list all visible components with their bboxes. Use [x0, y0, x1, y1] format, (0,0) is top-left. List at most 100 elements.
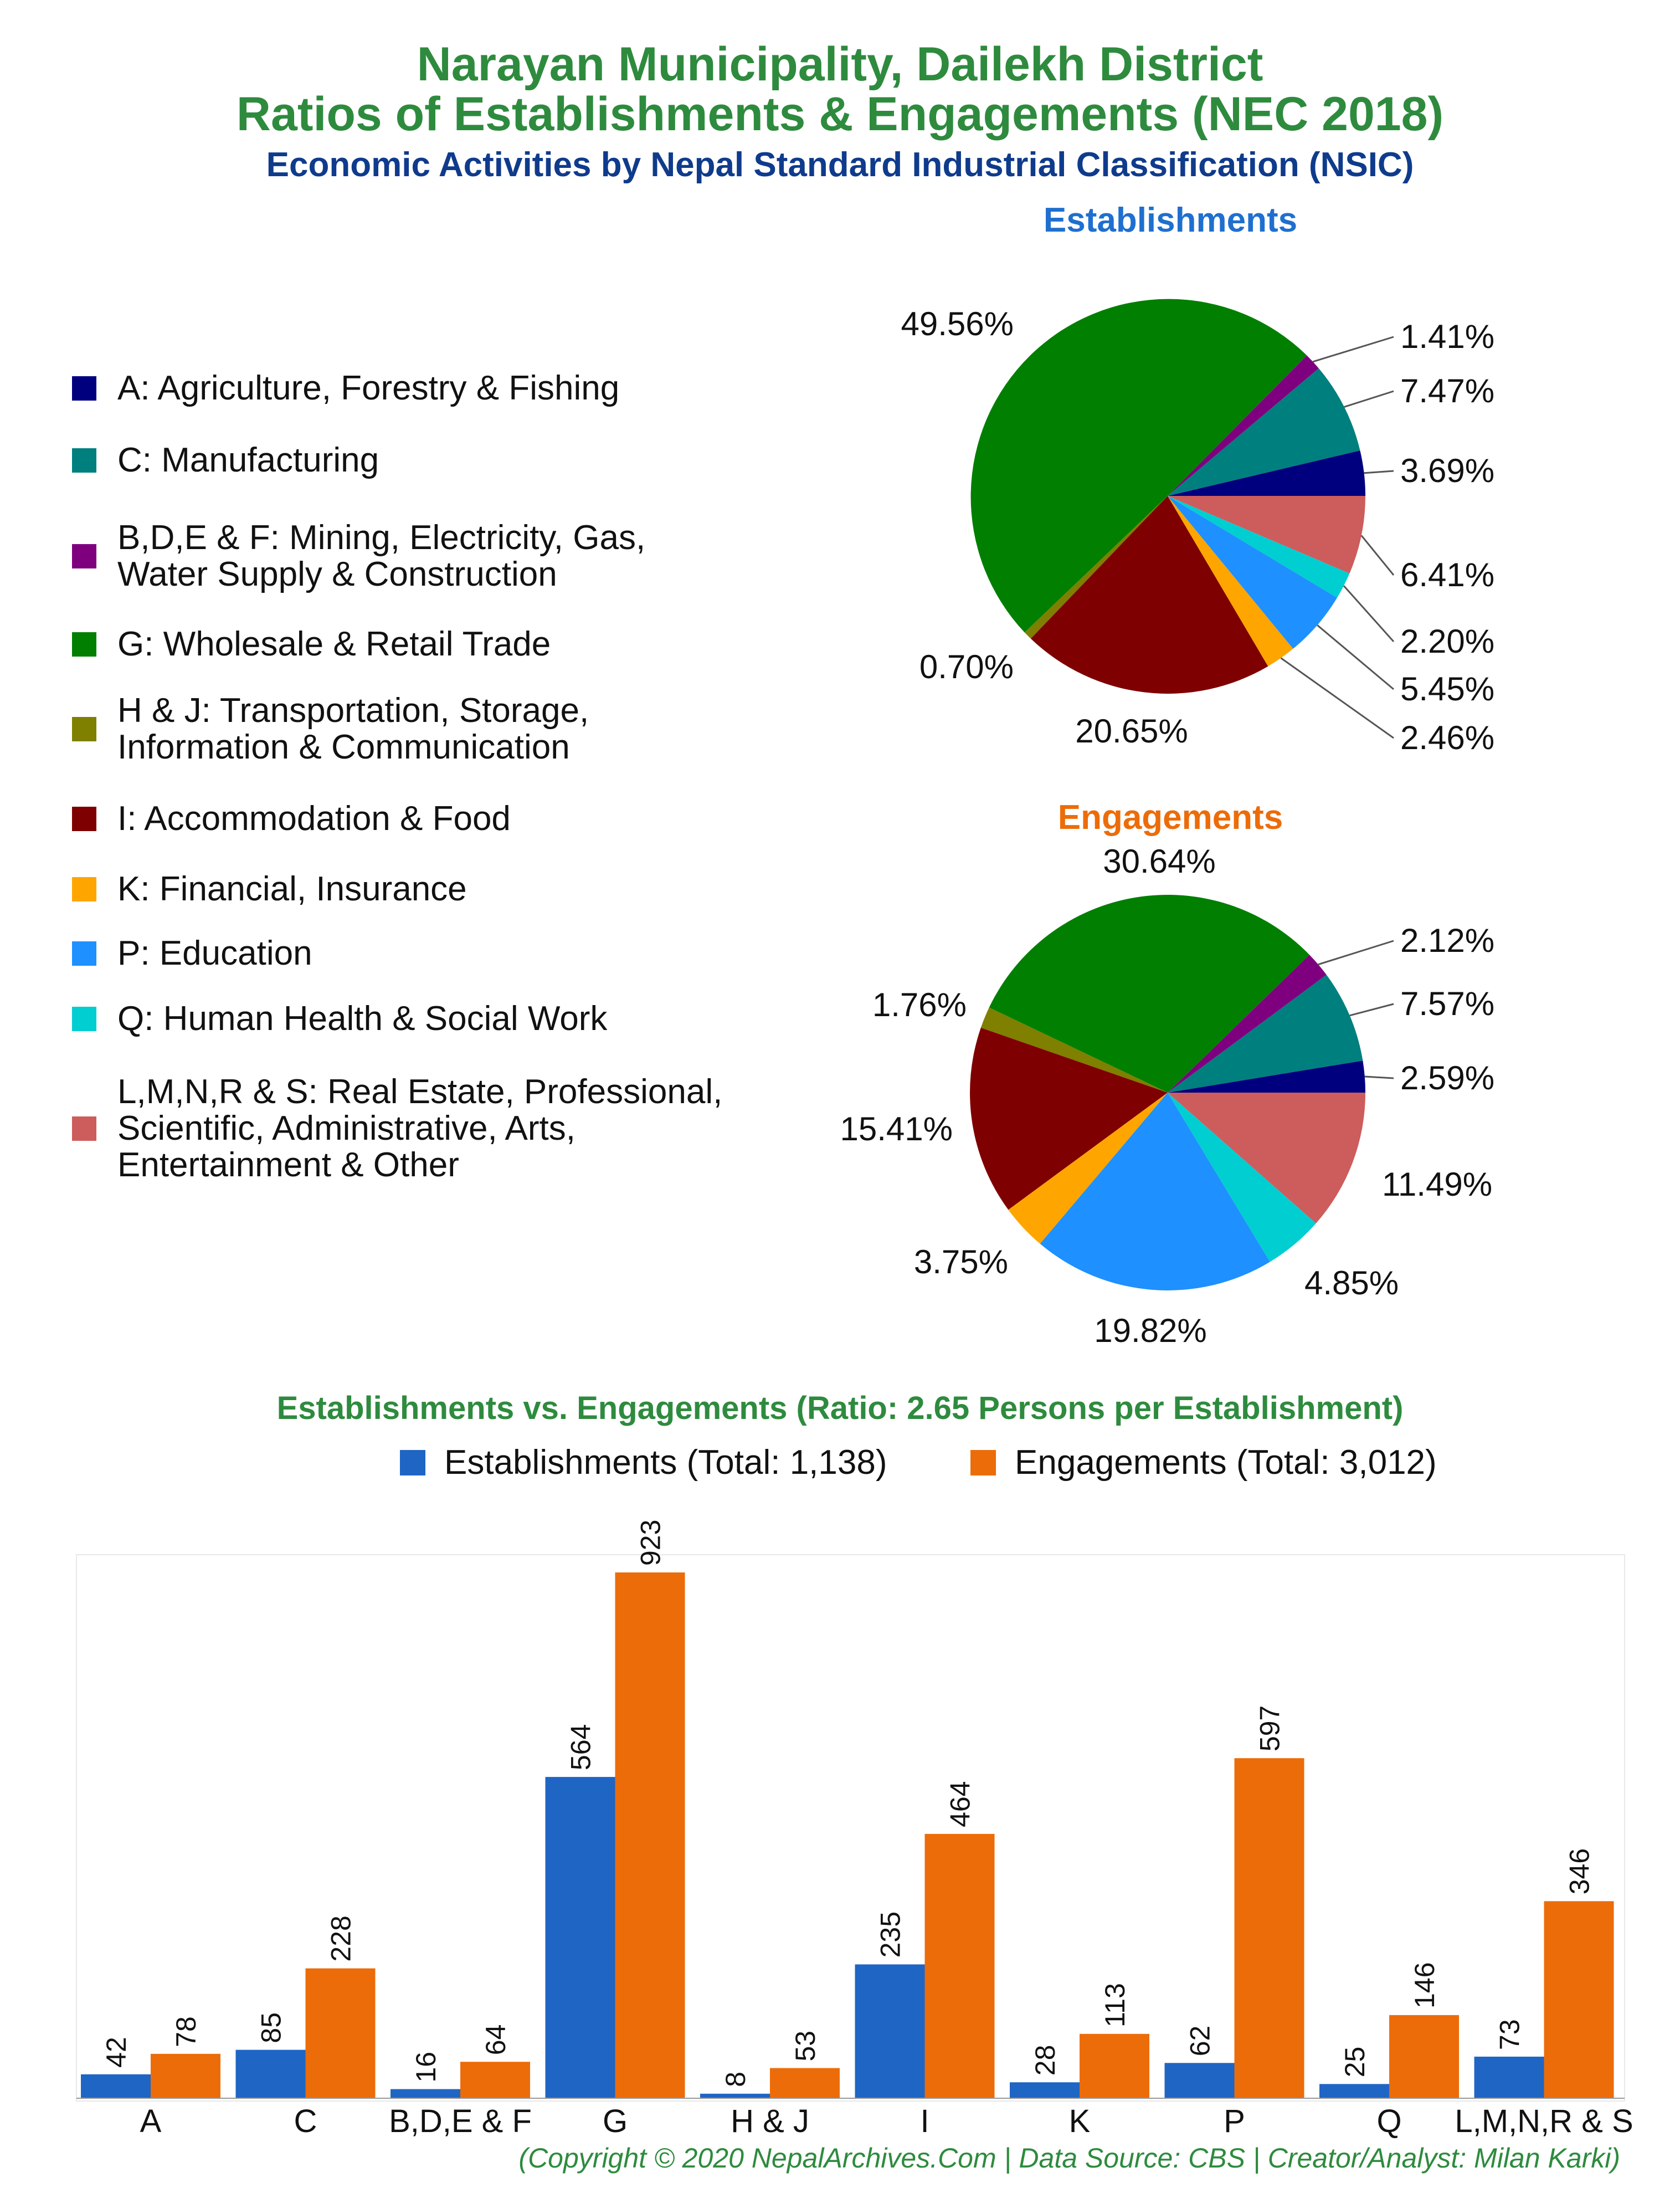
legend-swatch	[72, 544, 96, 568]
legend-label: Q: Human Health & Social Work	[117, 1000, 608, 1038]
pie-slice-g	[970, 299, 1307, 633]
copyright-footer: (Copyright © 2020 NepalArchives.Com | Da…	[518, 2143, 1620, 2174]
bar-chart-legend: Establishments (Total: 1,138) Engagement…	[0, 1443, 1680, 1488]
bar-value-label: 146	[1409, 1962, 1440, 2008]
legend-label: A: Agriculture, Forestry & Fishing	[117, 369, 620, 407]
bar-chart: 42 78 A 85 228 C 16 64 B,D,E & F 564 923 G 8 53 H & J 2…	[76, 1520, 1633, 2139]
bar-chart-title: Establishments vs. Engagements (Ratio: 2…	[276, 1390, 1404, 1426]
pie-leader-line	[1318, 940, 1394, 966]
pie-leader-line	[1349, 1003, 1394, 1017]
bar-value-label: 42	[101, 2037, 132, 2068]
legend-swatch	[72, 717, 96, 741]
legend-swatch	[72, 1116, 96, 1141]
pie-slice-i	[970, 1027, 1168, 1210]
legend-swatch	[72, 448, 96, 473]
pie-slice-p	[1040, 1093, 1270, 1290]
bar-establishments	[81, 2074, 151, 2098]
pie-slice-label: 1.76%	[872, 986, 967, 1023]
bar-establishments	[235, 2049, 306, 2098]
bar-value-label: 25	[1339, 2047, 1370, 2078]
legend-label: Water Supply & Construction	[117, 555, 557, 593]
legend-establishments-swatch	[400, 1450, 425, 1475]
pie-slice-l-m-n-r-s	[1168, 1093, 1365, 1223]
legend-label: I: Accommodation & Food	[117, 800, 511, 838]
legend-swatch	[72, 807, 96, 831]
pie-slice-k	[1168, 496, 1293, 667]
legend-label: Information & Communication	[117, 728, 570, 766]
legend-label: H & J: Transportation, Storage,	[117, 691, 589, 730]
bar-value-label: 62	[1185, 2026, 1216, 2057]
chart-title-line1: Narayan Municipality, Dailekh District	[417, 38, 1263, 91]
pie-slice-label: 15.41%	[840, 1110, 953, 1147]
pie-slice-label: 4.85%	[1304, 1264, 1399, 1302]
x-tick-label: Q	[1376, 2103, 1401, 2139]
pie-leader-line	[1364, 470, 1394, 474]
pie-slice-l-m-n-r-s	[1168, 496, 1365, 573]
x-tick-label: G	[603, 2103, 628, 2139]
bar-value-label: 113	[1100, 1983, 1131, 2027]
bar-engagements	[924, 1833, 995, 2098]
pie-slice-c	[1168, 975, 1363, 1093]
pie-slice-label: 5.45%	[1400, 670, 1494, 708]
establishments-pie: 3.69% 7.47% 1.41% 49.56% 0.70% 20.65% 2.46% 5.4…	[901, 299, 1494, 756]
x-tick-label: P	[1224, 2103, 1245, 2139]
pie-slice-b-d-e-f	[1168, 355, 1319, 496]
bar-value-label: 923	[635, 1520, 666, 1566]
pie-slice-label: 3.75%	[914, 1243, 1008, 1280]
x-tick-label: C	[294, 2103, 317, 2139]
legend-swatch	[72, 877, 96, 901]
legend-swatch	[72, 1007, 96, 1031]
bar-engagements	[615, 1572, 685, 2098]
pie-leader-line	[1317, 624, 1394, 690]
pie-slice-label: 20.65%	[1075, 713, 1188, 750]
pie-slice-q	[1168, 1093, 1316, 1262]
establishments-pie-title: Establishments	[1043, 201, 1298, 239]
legend-label: P: Education	[117, 934, 312, 972]
x-tick-label: I	[920, 2103, 929, 2139]
pie-slice-p	[1168, 496, 1337, 649]
pie-leader-line	[1364, 1075, 1394, 1079]
pie-leader-line	[1360, 535, 1395, 576]
bar-establishments	[1164, 2063, 1235, 2098]
legend-label: K: Financial, Insurance	[117, 870, 467, 908]
bar-value-label: 8	[720, 2072, 751, 2087]
pie-slice-label: 7.57%	[1400, 985, 1494, 1022]
bar-value-label: 235	[875, 1912, 906, 1958]
pie-slice-label: 2.46%	[1400, 719, 1494, 756]
bar-engagements	[1234, 1758, 1304, 2098]
chart-title-line2: Ratios of Establishments & Engagements (…	[236, 88, 1444, 141]
bar-engagements	[151, 2053, 220, 2098]
legend-engagements-label: Engagements (Total: 3,012)	[1015, 1443, 1437, 1482]
bar-engagements	[1389, 2015, 1459, 2098]
bar-value-label: 16	[410, 2052, 441, 2083]
pie-slice-a	[1168, 1060, 1365, 1093]
bar-value-label: 564	[566, 1724, 597, 1770]
pie-slice-label: 11.49%	[1382, 1166, 1492, 1203]
pie-slice-label: 0.70%	[919, 648, 1014, 685]
legend-label: G: Wholesale & Retail Trade	[117, 625, 551, 663]
pie-slice-k	[1008, 1093, 1168, 1244]
bar-value-label: 346	[1564, 1848, 1595, 1894]
bar-engagements	[1080, 2033, 1149, 2098]
pie-slice-h-j	[1024, 496, 1168, 639]
bar-value-label: 85	[256, 2012, 287, 2043]
bar-value-label: 53	[790, 2031, 821, 2062]
bar-value-label: 464	[945, 1781, 976, 1827]
bar-engagements	[460, 2062, 530, 2098]
pie-slice-label: 2.12%	[1400, 922, 1494, 959]
pie-slice-a	[1168, 450, 1365, 496]
pie-slice-b-d-e-f	[1168, 955, 1327, 1093]
legend-label: C: Manufacturing	[117, 441, 379, 479]
bar-value-label: 64	[480, 2025, 511, 2056]
legend-establishments-label: Establishments (Total: 1,138)	[444, 1443, 887, 1482]
bar-establishments	[1010, 2082, 1080, 2098]
pie-slice-label: 1.41%	[1400, 318, 1494, 355]
bar-establishments	[391, 2089, 460, 2098]
pie-slice-i	[1030, 496, 1268, 694]
pie-slice-label: 7.47%	[1400, 372, 1494, 409]
bar-establishments	[1319, 2084, 1389, 2098]
bar-establishments	[1474, 2056, 1544, 2098]
legend-label: B,D,E & F: Mining, Electricity, Gas,	[117, 519, 646, 557]
pie-leader-line	[1280, 657, 1394, 739]
pie-slice-g	[989, 894, 1309, 1093]
